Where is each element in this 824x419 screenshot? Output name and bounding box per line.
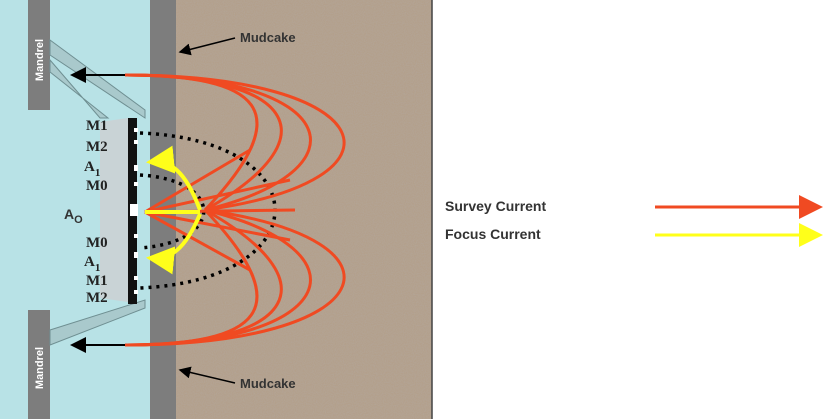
electrode-letter: A <box>84 159 95 175</box>
electrode-label: A1 <box>84 254 100 274</box>
electrode-letter: A <box>64 206 74 222</box>
electrode-label: A1 <box>84 159 100 179</box>
mandrel <box>28 0 50 110</box>
electrode-sub: 1 <box>95 262 101 274</box>
mandrel-label: Mandrel <box>34 39 46 81</box>
electrode-label: M0 <box>86 178 108 194</box>
mandrel <box>28 310 50 419</box>
legend-label: Focus Current <box>445 226 541 242</box>
formation-texture <box>176 0 432 419</box>
electrode-letter: A <box>84 254 95 270</box>
arm <box>49 39 146 119</box>
mandrel-label: Mandrel <box>34 347 46 389</box>
mudcake-label: Mudcake <box>240 30 296 45</box>
mudcake-label: Mudcake <box>240 376 296 391</box>
arm <box>49 299 146 346</box>
electrode-label: M1 <box>86 273 108 289</box>
electrode-gaps <box>130 128 138 294</box>
electrode-label: M1 <box>86 118 108 134</box>
arrow <box>178 37 236 56</box>
focus-current <box>145 145 202 275</box>
legend-label: Survey Current <box>445 198 546 214</box>
electrode-label: M2 <box>86 139 108 155</box>
survey-current <box>124 73 346 347</box>
arrow <box>178 366 236 384</box>
electrode-label: M0 <box>86 235 108 251</box>
boundary <box>139 173 206 250</box>
electrode-sub: 1 <box>95 167 101 179</box>
electrode-label: M2 <box>86 290 108 306</box>
electrode-label: AO <box>64 206 83 226</box>
electrode-sub: O <box>74 214 83 226</box>
pad <box>100 118 128 302</box>
